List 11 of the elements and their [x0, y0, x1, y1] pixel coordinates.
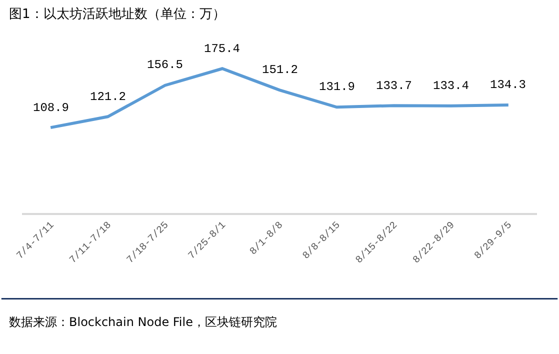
chart-title: 图1：以太坊活跃地址数（单位：万）	[9, 7, 226, 22]
data-label: 133.4	[433, 79, 470, 93]
data-label: 131.9	[319, 80, 356, 94]
data-label: 151.2	[262, 63, 298, 77]
data-label: 156.5	[147, 58, 184, 72]
data-label: 175.4	[204, 42, 240, 56]
data-label: 108.9	[33, 101, 70, 115]
source-note: 数据来源：Blockchain Node File，区块链研究院	[9, 315, 277, 329]
data-label: 134.3	[490, 78, 526, 92]
data-label: 133.7	[376, 79, 412, 93]
data-label: 121.2	[90, 90, 126, 104]
